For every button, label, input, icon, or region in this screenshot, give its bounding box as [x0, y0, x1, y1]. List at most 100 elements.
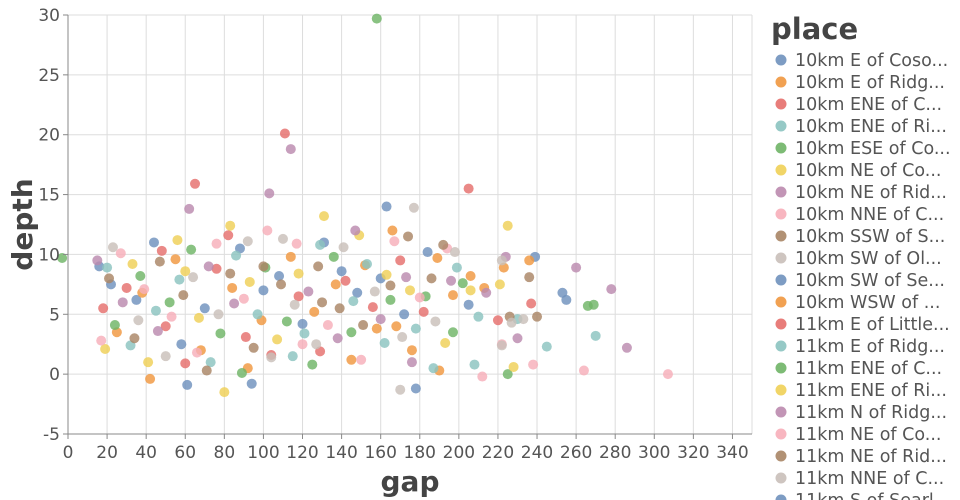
data-point	[131, 294, 142, 305]
legend-entry-label: 11km ENE of C...	[795, 359, 942, 379]
data-point	[463, 299, 474, 310]
data-point	[492, 315, 503, 326]
legend-items: 10km E of Coso...10km E of Ridg...10km E…	[775, 51, 951, 500]
data-point	[148, 237, 159, 248]
data-point	[170, 254, 181, 265]
data-point	[389, 236, 400, 247]
data-point	[293, 268, 304, 279]
data-point	[176, 339, 187, 350]
data-point	[98, 303, 109, 314]
data-point	[190, 178, 201, 189]
data-point	[150, 305, 161, 316]
legend-swatch	[775, 296, 787, 308]
data-point	[395, 384, 406, 395]
data-point	[350, 225, 361, 236]
data-point	[238, 293, 249, 304]
data-point	[213, 309, 224, 320]
data-point	[571, 262, 582, 273]
data-point	[191, 347, 202, 358]
data-point	[451, 262, 462, 273]
data-point	[356, 354, 367, 365]
data-point	[160, 351, 171, 362]
data-point	[512, 333, 523, 344]
data-point	[518, 314, 529, 325]
data-point	[244, 276, 255, 287]
data-point	[285, 251, 296, 262]
data-point	[242, 236, 253, 247]
data-point	[375, 314, 386, 325]
data-point	[662, 369, 673, 380]
legend-entry-label: 10km NE of Co...	[795, 161, 941, 181]
data-point	[199, 303, 210, 314]
legend-swatch	[775, 450, 787, 462]
data-point	[502, 220, 513, 231]
data-point	[311, 339, 322, 350]
y-tick-label: 15	[38, 186, 60, 206]
data-point	[379, 338, 390, 349]
data-point	[410, 383, 421, 394]
data-point	[164, 297, 175, 308]
legend-swatch	[775, 362, 787, 374]
data-point	[289, 299, 300, 310]
legend-swatch	[775, 340, 787, 352]
legend-swatch	[775, 428, 787, 440]
data-point	[143, 357, 154, 368]
data-point	[496, 255, 507, 266]
data-point	[188, 272, 199, 283]
data-point	[107, 242, 118, 253]
legend-swatch	[775, 142, 787, 154]
data-point	[528, 359, 539, 370]
data-point	[225, 220, 236, 231]
x-tick-label: 0	[63, 443, 74, 463]
legend-swatch	[775, 384, 787, 396]
x-tick-label: 260	[560, 443, 592, 463]
data-point	[315, 239, 326, 250]
data-point	[154, 256, 165, 267]
data-point	[385, 294, 396, 305]
data-point	[211, 238, 222, 249]
data-point	[391, 321, 402, 332]
data-point	[578, 365, 589, 376]
legend-entry-label: 10km ESE of Co...	[795, 139, 951, 159]
y-tick-label: 5	[49, 305, 60, 325]
data-point	[160, 321, 171, 332]
x-tick-label: 180	[404, 443, 436, 463]
data-point	[297, 339, 308, 350]
data-point	[92, 255, 103, 266]
data-point	[309, 306, 320, 317]
data-point	[156, 245, 167, 256]
x-axis-title: gap	[381, 465, 440, 498]
legend-entry-label: 11km NE of Co...	[795, 425, 941, 445]
legend-swatch	[775, 494, 787, 500]
data-point	[526, 298, 537, 309]
data-point	[293, 291, 304, 302]
legend-entry-label: 10km SW of Ol...	[795, 249, 942, 269]
data-point	[145, 373, 156, 384]
data-point	[303, 286, 314, 297]
data-point	[447, 327, 458, 338]
data-point	[307, 359, 318, 370]
data-point	[352, 287, 363, 298]
legend-entry-label: 11km E of Ridg...	[795, 337, 945, 357]
data-point	[291, 238, 302, 249]
data-point	[395, 255, 406, 266]
data-point	[262, 225, 273, 236]
x-tick-label: 20	[96, 443, 118, 463]
y-axis-title: depth	[6, 178, 39, 270]
data-point	[139, 284, 150, 295]
x-tick-label: 200	[443, 443, 475, 463]
data-point	[440, 338, 451, 349]
data-point	[506, 317, 517, 328]
gridlines	[67, 14, 752, 435]
x-tick-label: 160	[364, 443, 396, 463]
data-point	[129, 333, 140, 344]
x-tick-label: 340	[716, 443, 748, 463]
data-point	[403, 231, 414, 242]
legend-entry-label: 10km NE of Rid...	[795, 183, 947, 203]
data-point	[274, 270, 285, 281]
data-point	[121, 282, 132, 293]
y-tick-label: 0	[49, 365, 60, 385]
data-point	[102, 262, 113, 273]
x-tick-label: 300	[638, 443, 670, 463]
